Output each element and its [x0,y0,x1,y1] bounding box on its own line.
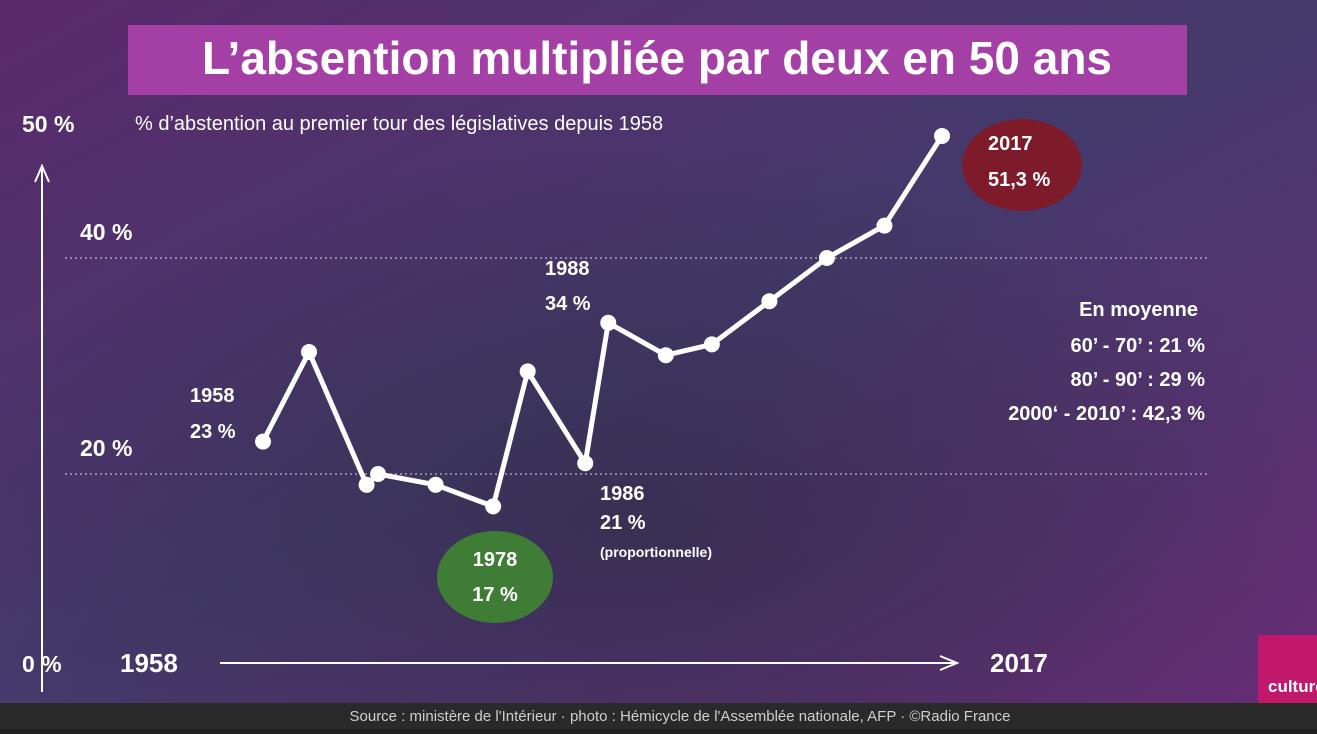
x-tick-label: 2017 [990,648,1048,678]
annotation-text: 1958 [190,385,235,407]
averages-title: En moyenne [1079,299,1198,321]
point [255,434,271,450]
chart: L’absention multipliée par deux en 50 an… [0,0,1317,729]
point [577,455,593,471]
averages-line: 2000‘ - 2010’ : 42,3 % [1008,403,1205,425]
point [819,250,835,266]
point [876,218,892,234]
subtitle: % d’abstention au premier tour des légis… [135,113,663,135]
annotation-text: 1978 [473,549,518,571]
averages-line: 80’ - 90’ : 29 % [1070,369,1205,391]
annotation-text: (proportionnelle) [600,544,712,560]
y-tick-label: 50 % [22,111,74,137]
annotation-text: 34 % [545,293,591,315]
point [704,336,720,352]
annotation-text: 21 % [600,512,646,534]
x-tick-label: 1958 [120,648,178,678]
y-tick-label: 40 % [80,219,132,245]
point [761,293,777,309]
callout-bubble [437,531,553,623]
y-tick-label: 20 % [80,435,132,461]
annotation-text: 17 % [472,584,518,606]
point [370,466,386,482]
source: Source : ministère de l'Intérieur · phot… [350,708,1011,725]
annotation-text: 1988 [545,258,590,280]
logo-text: culture [1268,677,1317,696]
annotation-text: 51,3 % [988,169,1050,191]
annotation-text: 23 % [190,421,236,443]
point [934,128,950,144]
averages-line: 60’ - 70’ : 21 % [1070,335,1205,357]
point [520,363,536,379]
point [428,477,444,493]
point [485,498,501,514]
annotation-text: 2017 [988,133,1033,155]
point [658,347,674,363]
annotation-text: 1986 [600,483,645,505]
point [301,344,317,360]
point [600,315,616,331]
y-tick-label: 0 % [22,651,62,677]
chart-title: L’absention multipliée par deux en 50 an… [202,32,1112,84]
